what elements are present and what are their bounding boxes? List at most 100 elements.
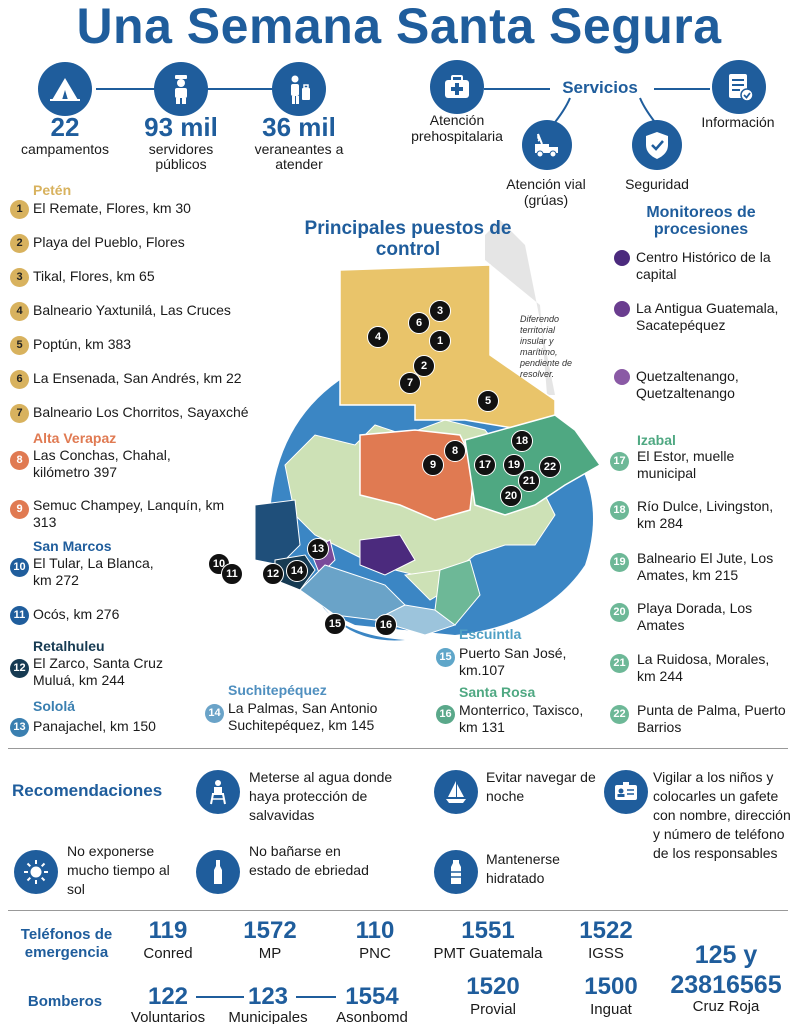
list-item: 5 Poptún, km 383 bbox=[10, 336, 280, 355]
bottle-icon bbox=[196, 850, 240, 894]
officer-icon bbox=[154, 62, 208, 116]
dept-peten: Petén bbox=[33, 182, 72, 198]
map-marker-7: 7 bbox=[399, 372, 421, 394]
shield-check-icon bbox=[632, 120, 682, 170]
list-item: 6 La Ensenada, San Andrés, km 22 bbox=[10, 370, 280, 389]
dept-santa-rosa: Santa Rosa bbox=[459, 684, 536, 700]
item-number: 15 bbox=[436, 648, 455, 667]
map-marker-20: 20 bbox=[500, 485, 522, 507]
map-marker-4: 4 bbox=[367, 326, 389, 348]
water-bottle-icon bbox=[434, 850, 478, 894]
connector-line bbox=[196, 996, 244, 998]
item-number: 11 bbox=[10, 606, 29, 625]
list-item: 20 Playa Dorada, Los Amates bbox=[610, 600, 790, 634]
list-item: 16 Monterrico, Taxisco, km 131 bbox=[436, 702, 591, 736]
service-label: Atención vial (grúas) bbox=[506, 176, 586, 208]
dept-alta-verapaz: Alta Verapaz bbox=[33, 430, 117, 446]
item-number: 6 bbox=[10, 370, 29, 389]
phone-label: MP bbox=[258, 945, 282, 962]
tow-truck-icon bbox=[522, 120, 572, 170]
phone-label: Inguat bbox=[590, 1001, 632, 1018]
guatemala-map bbox=[255, 220, 602, 641]
map-marker-1: 1 bbox=[429, 330, 451, 352]
legend-dot bbox=[614, 369, 630, 385]
map-marker-16: 16 bbox=[375, 614, 397, 636]
map-marker-6: 6 bbox=[408, 312, 430, 334]
list-item: 17 El Estor, muelle municipal bbox=[610, 448, 790, 482]
dept-retalhuleu: Retalhuleu bbox=[33, 638, 105, 654]
phone-number: 1551 bbox=[461, 917, 515, 944]
legend-dot bbox=[614, 301, 630, 317]
list-item: 9 Semuc Champey, Lanquín, km 313 bbox=[10, 497, 230, 531]
legend-dot bbox=[614, 250, 630, 266]
phone-number: 1520 bbox=[466, 973, 520, 1000]
item-number: 1 bbox=[10, 200, 29, 219]
service-label: Información bbox=[701, 114, 775, 130]
monitoring-item: Centro Histórico de la capital bbox=[614, 249, 794, 283]
tent-icon bbox=[38, 62, 92, 116]
item-number: 5 bbox=[10, 336, 29, 355]
divider bbox=[8, 910, 788, 911]
phone-number: 1572 bbox=[243, 917, 297, 944]
dept-escuintla: Escuintla bbox=[459, 626, 522, 642]
map-marker-11: 11 bbox=[221, 563, 243, 585]
map-marker-12: 12 bbox=[262, 563, 284, 585]
connector-line bbox=[484, 88, 550, 90]
item-number: 10 bbox=[10, 558, 29, 577]
phone-label: Municipales bbox=[228, 1009, 308, 1024]
map-marker-19: 19 bbox=[503, 454, 525, 476]
monitoring-item: La Antigua Guatemala, Sacatepéquez bbox=[614, 300, 794, 334]
dept-izabal: Izabal bbox=[637, 432, 676, 448]
first-aid-icon bbox=[430, 60, 484, 114]
phone-label: Conred bbox=[143, 945, 193, 962]
item-number: 14 bbox=[205, 704, 224, 723]
map-marker-14: 14 bbox=[286, 560, 308, 582]
phone-number: 123 bbox=[247, 983, 289, 1010]
list-item: 3 Tikal, Flores, km 65 bbox=[10, 268, 280, 287]
list-item: 15 Puerto San José, km.107 bbox=[436, 645, 591, 679]
phone-number: 1500 bbox=[584, 973, 638, 1000]
map-marker-3: 3 bbox=[429, 300, 451, 322]
connector-line bbox=[296, 996, 336, 998]
list-item: 7 Balneario Los Chorritos, Sayaxché bbox=[10, 404, 300, 423]
stat-campamentos bbox=[38, 62, 92, 116]
phone-label: Cruz Roja bbox=[692, 998, 760, 1015]
item-number: 9 bbox=[10, 500, 29, 519]
recommendations-title: Recomendaciones bbox=[12, 781, 163, 800]
recommendation-text: No exponerse mucho tiempo al sol bbox=[67, 843, 170, 897]
item-number: 12 bbox=[10, 659, 29, 678]
list-item: 21 La Ruidosa, Morales, km 244 bbox=[610, 651, 790, 685]
map-marker-5: 5 bbox=[477, 390, 499, 412]
item-number: 8 bbox=[10, 451, 29, 470]
item-number: 20 bbox=[610, 603, 629, 622]
id-badge-icon bbox=[604, 770, 648, 814]
stat-label: campamentos bbox=[21, 141, 109, 157]
map-note: Diferendo territorial insular y marítimo… bbox=[520, 314, 573, 379]
phone-number: 122 bbox=[147, 983, 189, 1010]
item-number: 16 bbox=[436, 705, 455, 724]
stat-label: veraneantes a atender bbox=[254, 141, 344, 172]
monitoring-item: Quetzaltenango, Quetzaltenango bbox=[614, 368, 794, 402]
page-title: Una Semana Santa Segura bbox=[76, 0, 722, 54]
list-item: 14 La Palmas, San Antonio Suchitepéquez, … bbox=[205, 700, 420, 734]
list-item: 22 Punta de Palma, Puerto Barrios bbox=[610, 702, 790, 736]
item-number: 17 bbox=[610, 452, 629, 471]
item-number: 18 bbox=[610, 501, 629, 520]
map-marker-8: 8 bbox=[444, 440, 466, 462]
service-label: Atención prehospitalaria bbox=[411, 112, 503, 144]
item-number: 21 bbox=[610, 654, 629, 673]
phone-label: PNC bbox=[359, 945, 391, 962]
dept-solola: Sololá bbox=[33, 698, 76, 714]
item-number: 22 bbox=[610, 705, 629, 724]
sailboat-icon bbox=[434, 770, 478, 814]
list-item: 19 Balneario El Jute, Los Amates, km 215 bbox=[610, 550, 790, 584]
phone-label: Voluntarios bbox=[130, 1009, 206, 1024]
sun-icon bbox=[14, 850, 58, 894]
bomberos-title: Bomberos bbox=[27, 993, 103, 1010]
list-item: 12 El Zarco, Santa Cruz Muluá, km 244 bbox=[10, 655, 195, 689]
recommendation-text: No bañarse en estado de ebriedad bbox=[249, 843, 369, 878]
item-number: 13 bbox=[10, 718, 29, 737]
map-marker-18: 18 bbox=[511, 430, 533, 452]
phone-number: 119 bbox=[148, 917, 188, 944]
map-marker-17: 17 bbox=[474, 454, 496, 476]
